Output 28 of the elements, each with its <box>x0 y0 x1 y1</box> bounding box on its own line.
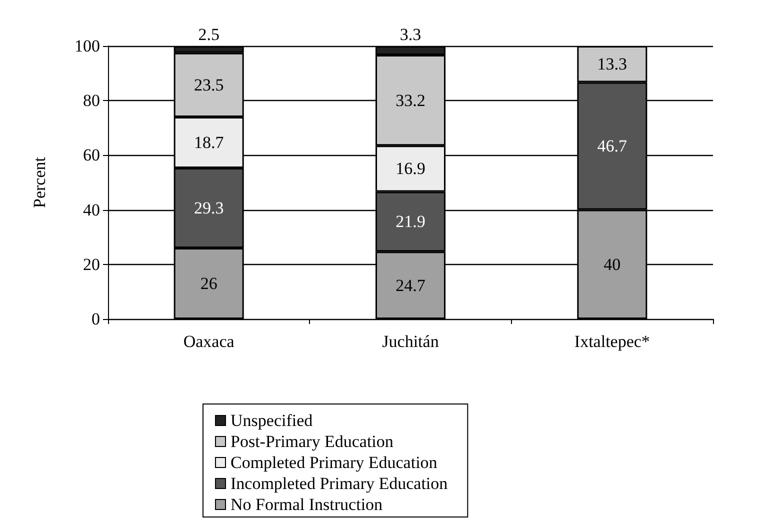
y-tick-label: 0 <box>92 310 100 328</box>
legend-label: Incompleted Primary Education <box>230 474 448 493</box>
data-label: 40 <box>604 254 621 274</box>
data-label: 26 <box>200 274 218 294</box>
y-axis-title: Percent <box>30 156 49 208</box>
legend-label: Post-Primary Education <box>230 432 394 451</box>
data-label: 18.7 <box>194 133 224 152</box>
y-tick-label: 100 <box>74 36 100 56</box>
x-tick-label: Oaxaca <box>183 332 235 351</box>
data-label: 13.3 <box>597 54 628 74</box>
x-tick-label: Juchitán <box>382 332 440 351</box>
y-tick-label: 60 <box>83 146 100 165</box>
y-tick-label: 40 <box>83 200 100 220</box>
y-tick-label: 80 <box>83 91 100 110</box>
data-label: 46.7 <box>597 136 628 156</box>
data-label: 3.3 <box>400 25 422 44</box>
data-label: 2.5 <box>198 25 220 44</box>
data-label: 23.5 <box>194 75 224 94</box>
data-label: 21.9 <box>396 212 426 232</box>
data-label: 24.7 <box>396 276 426 295</box>
y-tick-label: 20 <box>83 254 100 274</box>
x-tick-label: Ixtaltepec* <box>574 332 650 351</box>
legend-label: Unspecified <box>230 411 314 430</box>
data-label: 33.2 <box>396 90 426 110</box>
legend-label: Completed Primary Education <box>230 453 438 472</box>
legend-label: No Formal Instruction <box>230 495 384 514</box>
data-label: 16.9 <box>396 159 426 178</box>
data-label: 29.3 <box>194 198 224 218</box>
